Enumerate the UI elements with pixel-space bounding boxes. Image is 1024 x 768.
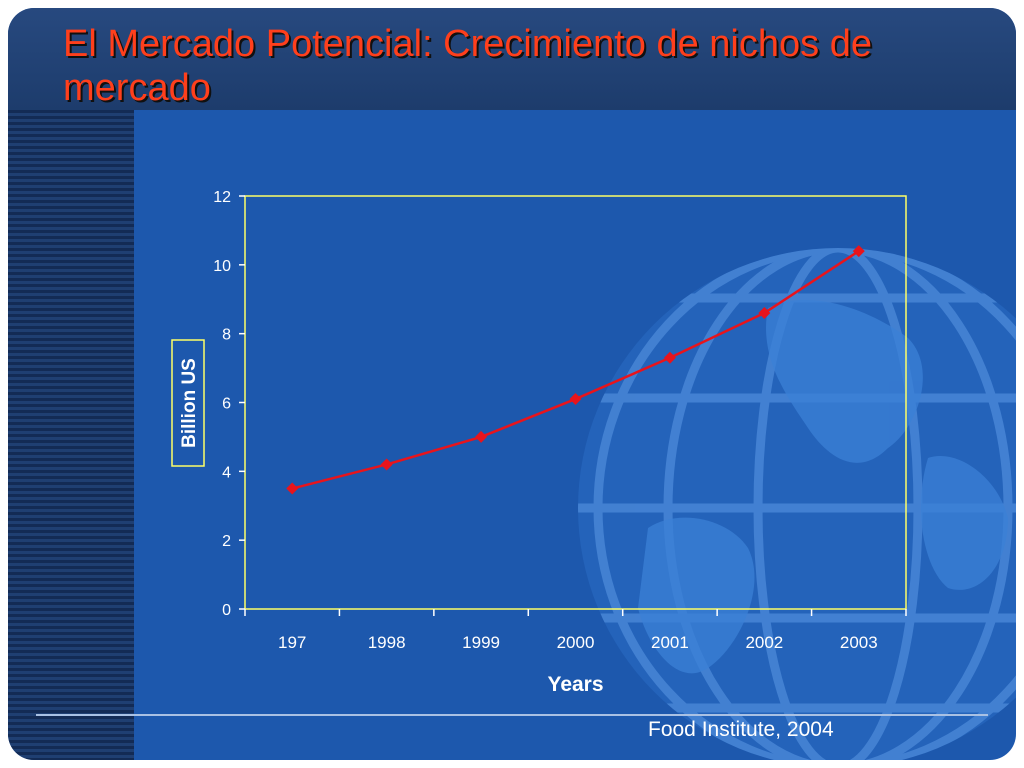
y-tick-label: 12 (213, 189, 231, 206)
data-point (758, 307, 771, 320)
y-axis-label: Billion US (179, 358, 200, 448)
x-tick-label: 2003 (840, 633, 878, 652)
data-point (569, 393, 582, 406)
y-tick-label: 4 (222, 464, 231, 481)
x-axis-label: Years (547, 673, 603, 696)
slide-title: El Mercado Potencial: Crecimiento de nic… (63, 23, 872, 109)
data-point (475, 430, 488, 443)
x-tick-label: 1998 (368, 633, 406, 652)
x-tick-label: 1999 (462, 633, 500, 652)
x-tick-label: 2001 (651, 633, 689, 652)
x-tick-label: 2000 (557, 633, 595, 652)
title-bar (8, 8, 1016, 110)
striped-left-panel (8, 110, 134, 760)
y-tick-label: 6 (222, 396, 231, 413)
series-line (291, 250, 860, 490)
data-point (380, 458, 393, 471)
slide: El Mercado Potencial: Crecimiento de nic… (8, 8, 1016, 760)
y-tick-label: 0 (222, 602, 231, 619)
x-tick-label: 197 (278, 633, 306, 652)
data-point (286, 482, 299, 495)
divider (36, 714, 988, 716)
y-axis-label-box (171, 339, 205, 467)
source-note: Food Institute, 2004 (648, 718, 834, 741)
y-tick-label: 2 (222, 533, 231, 550)
x-tick-label: 2002 (745, 633, 783, 652)
y-tick-label: 8 (222, 327, 231, 344)
line-chart: 0 2 4 6 8 10 12 197 1998 1999 2000 2001 2002 2003 Bill… (171, 189, 907, 696)
data-point (663, 351, 676, 364)
y-tick-label: 10 (213, 258, 231, 275)
data-point (852, 245, 865, 258)
